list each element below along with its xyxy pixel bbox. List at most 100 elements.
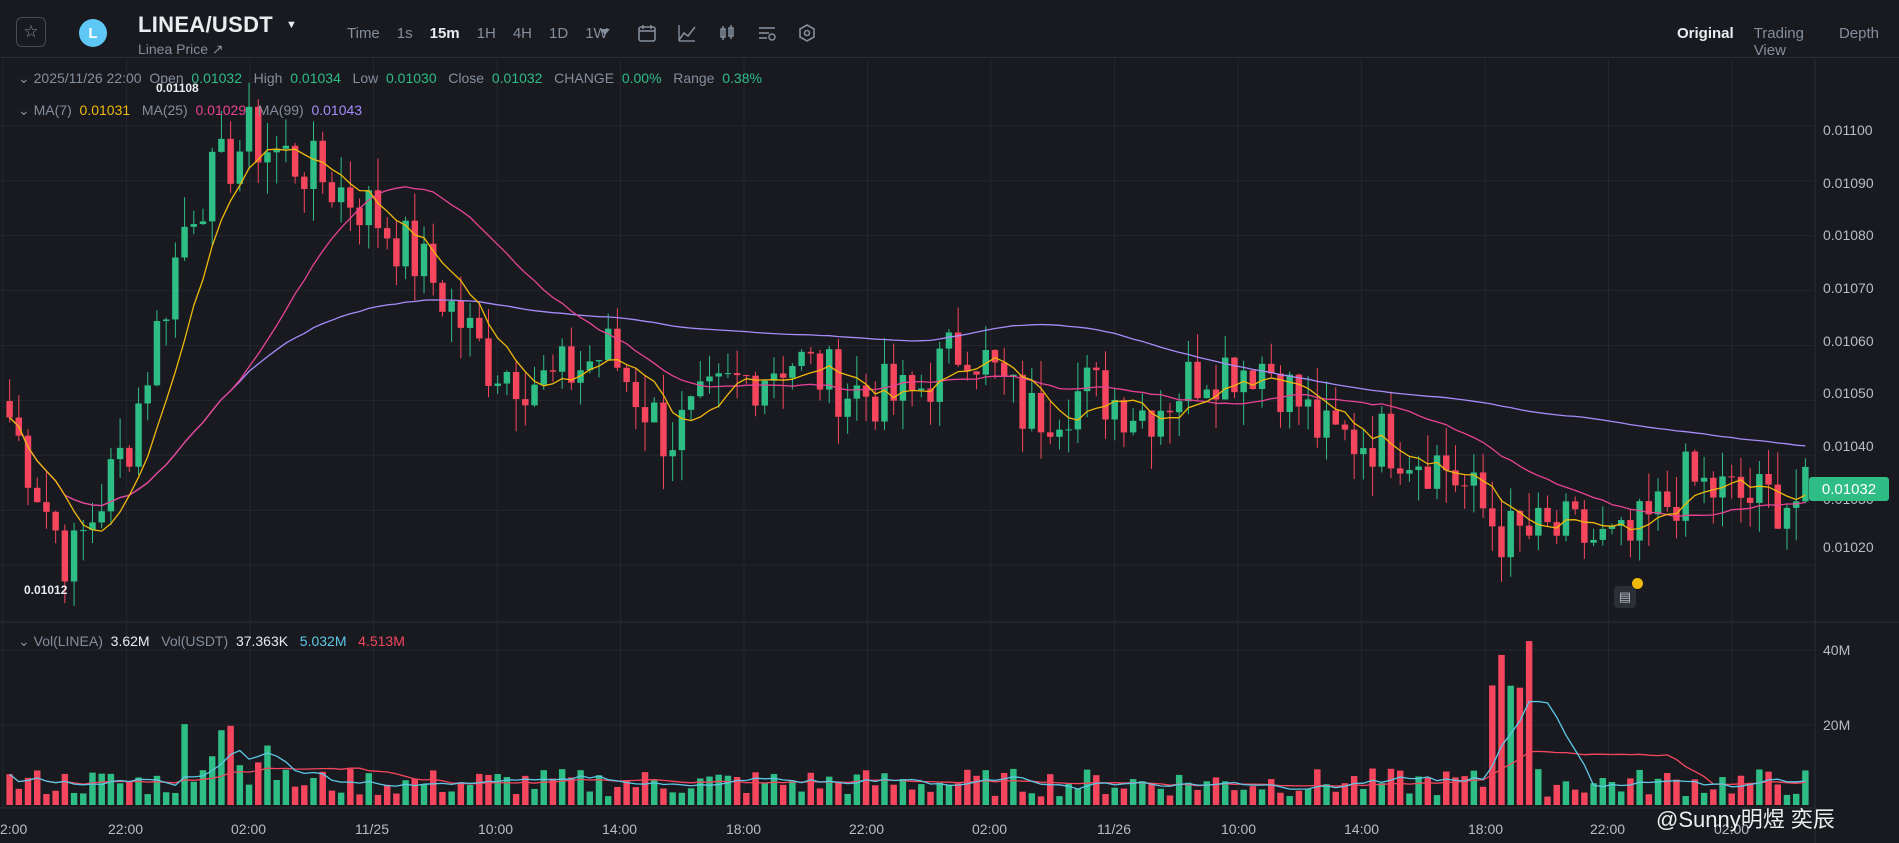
collapse-chevron-icon[interactable]: ⌄ — [18, 633, 30, 649]
volume-bar — [365, 773, 372, 805]
candle-body — [779, 373, 787, 378]
candle-body — [881, 363, 888, 422]
view-original[interactable]: Original — [1677, 25, 1734, 42]
interval-time[interactable]: Time — [347, 25, 380, 42]
volume-bar — [52, 790, 59, 805]
price-axis-label: 0.01050 — [1823, 385, 1874, 401]
candle-body — [1802, 466, 1809, 502]
volume-bar — [1028, 793, 1036, 805]
interval-1s[interactable]: 1s — [396, 25, 413, 42]
volume-bar — [964, 769, 971, 805]
subtitle-link[interactable]: Linea Price ↗ — [138, 41, 224, 57]
volume-bar — [1102, 794, 1109, 805]
volume-bar — [991, 795, 999, 805]
calendar-icon[interactable] — [637, 23, 657, 43]
volume-bar — [319, 771, 326, 805]
volume-bar — [632, 787, 640, 805]
chevron-down-icon[interactable]: ▼ — [286, 19, 297, 31]
volume-bar — [954, 783, 962, 805]
time-axis-label: 14:00 — [1344, 821, 1380, 837]
time-axis-label: 18:00 — [726, 821, 762, 837]
volume-bar — [1470, 770, 1478, 805]
collapse-chevron-icon[interactable]: ⌄ — [18, 102, 30, 118]
interval-1d[interactable]: 1D — [549, 25, 569, 42]
notes-icon[interactable]: ▤ — [1614, 586, 1636, 608]
candle-body — [899, 375, 907, 401]
volume-bar — [724, 775, 732, 805]
volume-bar — [706, 776, 713, 805]
price-axis-label: 0.01080 — [1823, 227, 1874, 243]
candle-body — [1765, 474, 1772, 485]
notification-dot — [1632, 578, 1643, 589]
candle-body — [632, 382, 640, 408]
volume-bar — [1369, 768, 1376, 805]
candle-body — [1664, 491, 1671, 507]
settings-icon[interactable] — [797, 23, 817, 43]
watermark: @Sunny明煜 奕辰 — [1656, 807, 1835, 832]
candle-body — [1489, 508, 1496, 527]
time-axis-label: 02:00 — [1714, 821, 1750, 837]
volume-bar — [586, 791, 594, 805]
volume-bar — [1452, 777, 1459, 805]
volume-bar — [918, 784, 925, 805]
ma99-line — [9, 299, 1806, 507]
volume-bar — [1175, 774, 1183, 805]
candle-body — [549, 370, 557, 372]
collapse-chevron-icon[interactable]: ⌄ — [18, 70, 30, 86]
volume-bar — [1802, 770, 1809, 805]
time-axis-label: 02:00 — [972, 821, 1008, 837]
volume-bar — [1129, 779, 1137, 805]
volume-bar — [1617, 791, 1625, 805]
time-axis-label: 2:00 — [0, 821, 28, 837]
candle-body — [918, 388, 925, 390]
candle-body — [715, 373, 722, 377]
indicator-icon[interactable] — [677, 23, 697, 43]
volume-bar — [1433, 795, 1441, 805]
volume-bar — [558, 769, 566, 805]
candle-body — [862, 385, 870, 397]
candle-body — [1148, 410, 1155, 437]
interval-4h[interactable]: 4H — [512, 25, 533, 42]
candle-body — [669, 450, 676, 457]
candle-body — [218, 138, 225, 152]
volume-bar — [1056, 796, 1063, 805]
volume-bar — [393, 793, 400, 805]
candles-icon[interactable] — [717, 23, 737, 43]
more-intervals-icon[interactable] — [599, 27, 619, 47]
volume-bar — [1489, 685, 1496, 805]
candle-body — [448, 301, 455, 312]
layout-icon[interactable] — [757, 23, 777, 43]
interval-15m[interactable]: 15m — [429, 25, 460, 42]
ohlc-date: 2025/11/26 22:00 — [33, 70, 142, 86]
volume-bar — [1304, 789, 1312, 805]
volume-bar — [908, 789, 916, 805]
candle-body — [982, 350, 990, 375]
candle-body — [1203, 389, 1211, 399]
pair-title[interactable]: LINEA/USDT — [138, 12, 273, 37]
volume-bar — [457, 782, 465, 805]
candle-body — [494, 383, 501, 386]
volume-bar — [697, 778, 704, 805]
candle-body — [1065, 429, 1072, 431]
volume-bar — [936, 782, 943, 805]
volume-bar — [733, 777, 741, 805]
top-toolbar: ☆ L LINEA/USDT ▼ Linea Price ↗ Time 1s 1… — [0, 0, 1899, 59]
interval-1h[interactable]: 1H — [476, 25, 496, 42]
candle-body — [1535, 507, 1542, 536]
view-trading-view[interactable]: Trading View — [1753, 25, 1804, 59]
favorite-star-icon[interactable]: ☆ — [16, 17, 46, 47]
candle-body — [6, 401, 13, 418]
volume-bar — [881, 773, 888, 805]
volume-bar — [503, 776, 511, 805]
view-depth[interactable]: Depth — [1838, 25, 1879, 42]
volume-bar — [430, 770, 437, 805]
volume-bar — [1323, 784, 1330, 805]
candle-body — [319, 140, 326, 183]
volume-bar — [1792, 793, 1800, 805]
linea-logo: L — [79, 19, 107, 47]
volume-bar — [1608, 782, 1616, 805]
candle-body — [1682, 451, 1689, 521]
candle-body — [245, 106, 253, 152]
candle-body — [512, 371, 520, 400]
